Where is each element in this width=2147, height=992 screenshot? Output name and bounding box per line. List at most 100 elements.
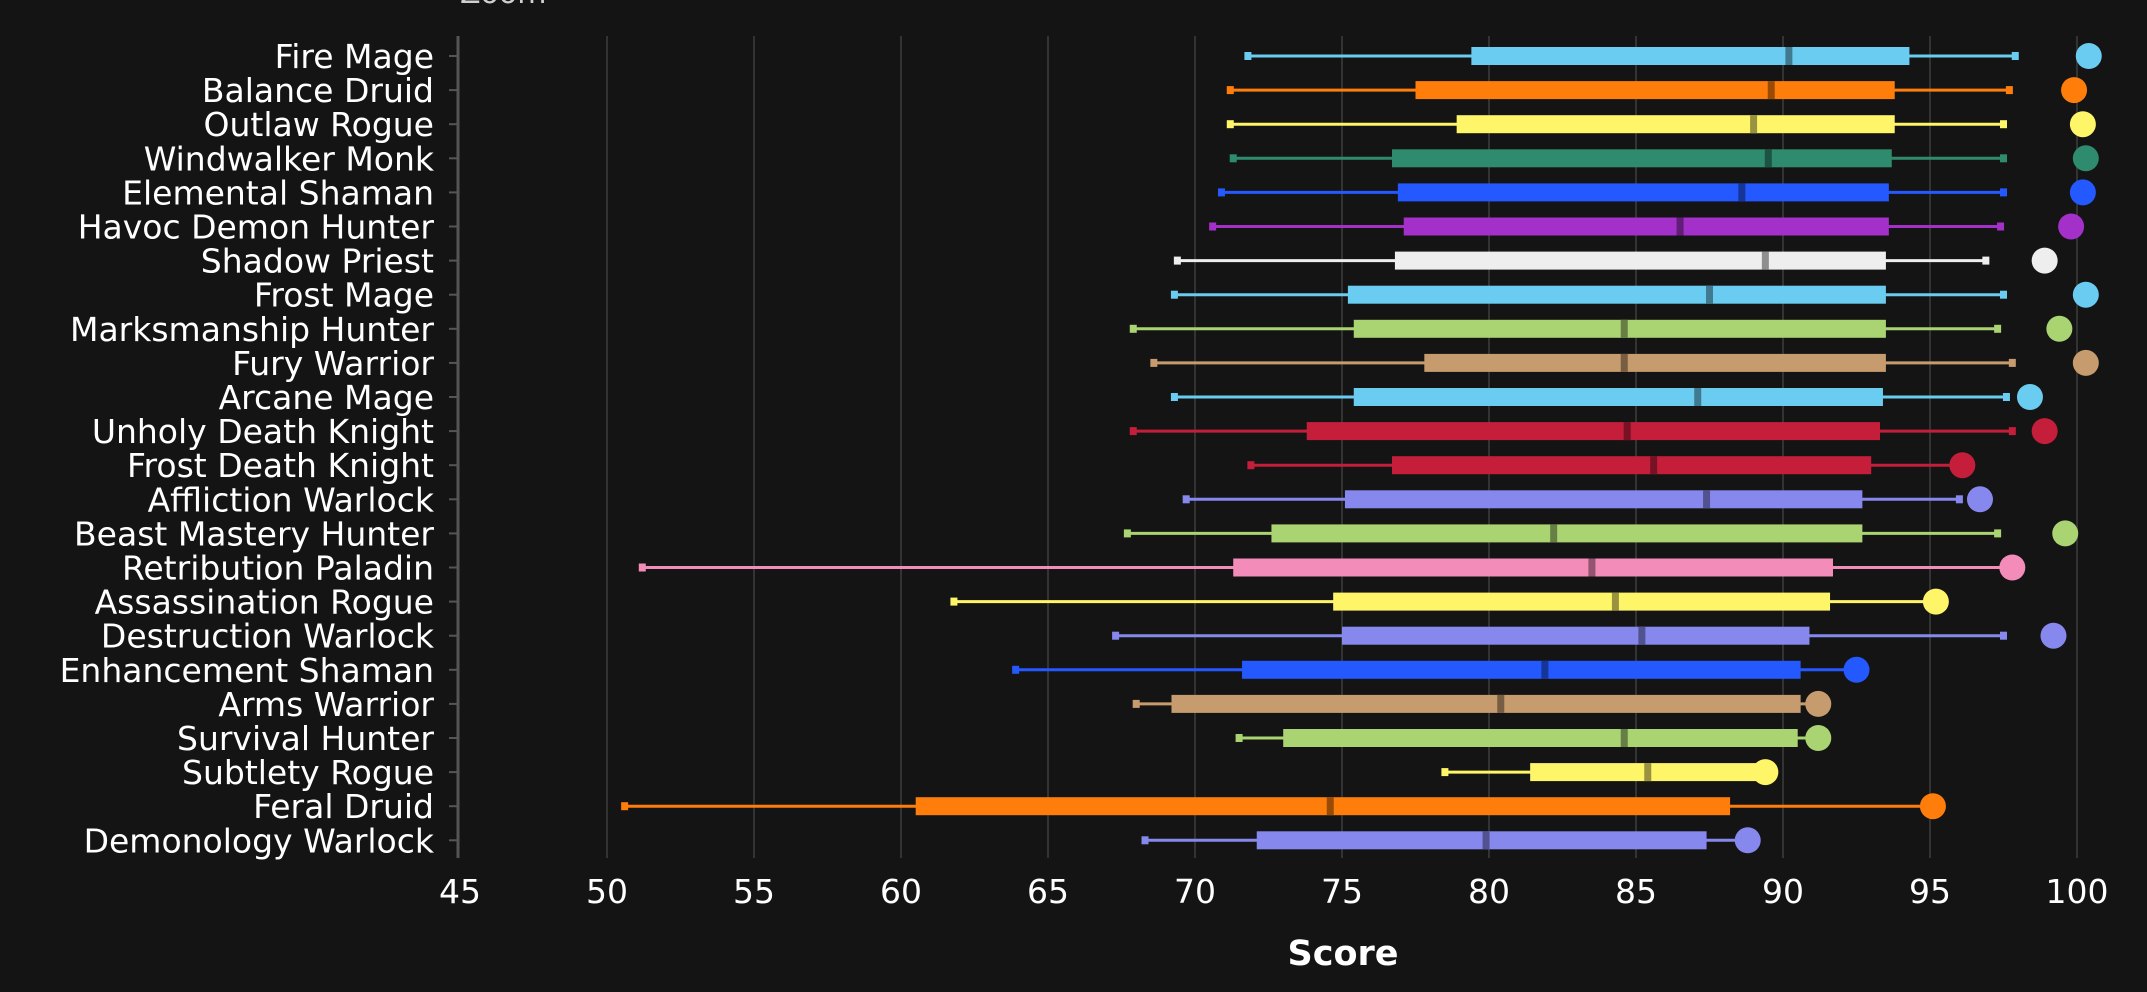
whisker-cap-max (2000, 188, 2007, 197)
iqr-box (1394, 251, 1886, 270)
top-score-dot (1919, 793, 1946, 820)
whisker-cap-min (1226, 86, 1234, 95)
whisker-cap-max (1955, 495, 1963, 504)
whisker-cap-max (2000, 290, 2007, 299)
iqr-box (1344, 490, 1863, 509)
x-tick-label: 50 (586, 872, 628, 911)
whisker-cap-min (638, 563, 646, 572)
top-score-dot (2040, 622, 2067, 649)
x-tick-label: 90 (1762, 872, 1804, 911)
median-marker (1750, 115, 1758, 134)
x-tick-label: 55 (733, 872, 775, 911)
whisker-cap-min (1123, 529, 1131, 538)
whisker-cap-min (621, 802, 629, 811)
top-score-dot (2058, 213, 2085, 240)
x-tick-label: 75 (1321, 872, 1363, 911)
iqr-box (1471, 47, 1910, 65)
whisker-cap-min (1247, 461, 1255, 470)
median-marker (1482, 831, 1490, 850)
median-marker (1620, 729, 1628, 747)
iqr-box (1415, 81, 1895, 100)
median-marker (1550, 524, 1558, 543)
whisker-cap-max (1994, 529, 2002, 538)
median-marker (1620, 353, 1628, 372)
top-score-dot (1966, 486, 1993, 513)
iqr-box (1271, 524, 1863, 543)
whisker-cap-max (2011, 52, 2019, 60)
top-score-dot (1949, 452, 1976, 479)
whisker-cap-min (1012, 665, 1020, 674)
category-label: Elemental Shaman (122, 173, 434, 212)
median-marker (1497, 694, 1505, 713)
iqr-box (1456, 115, 1895, 134)
category-label: Fire Mage (275, 37, 434, 76)
whisker-cap-min (1129, 427, 1137, 436)
iqr-box (1242, 660, 1801, 679)
iqr-box (1403, 217, 1889, 236)
whisker-cap-max (2008, 358, 2016, 367)
x-tick-label: 60 (880, 872, 922, 911)
median-marker (1761, 251, 1769, 270)
category-label: Affliction Warlock (148, 480, 435, 519)
median-marker (1694, 388, 1702, 406)
top-score-dot (2016, 384, 2043, 410)
median-marker (1738, 183, 1746, 202)
top-score-dot (1843, 656, 1870, 683)
iqr-box (915, 797, 1731, 816)
category-label: Beast Mastery Hunter (74, 514, 434, 553)
whisker-cap-max (2000, 154, 2007, 163)
x-tick-label: 80 (1468, 872, 1510, 911)
category-label: Frost Death Knight (127, 446, 434, 485)
whisker-cap-max (1982, 256, 1990, 265)
x-axis-title: Score (1288, 934, 1399, 974)
whisker-cap-min (1173, 256, 1181, 265)
iqr-box (1342, 626, 1810, 645)
top-score-dot (2061, 77, 2088, 104)
whisker-cap-min (1170, 290, 1178, 299)
top-score-dot (2072, 281, 2099, 308)
x-tick-label: 70 (1174, 872, 1216, 911)
category-label: Subtlety Rogue (182, 753, 434, 792)
partial-top-text: Zoom (460, 0, 546, 11)
whisker-cap-max (2002, 393, 2010, 401)
category-label: Demonology Warlock (84, 821, 435, 860)
category-label: Unholy Death Knight (92, 412, 434, 451)
category-label: Balance Druid (202, 71, 434, 110)
median-marker (1326, 797, 1334, 816)
category-label: Assassination Rogue (95, 583, 434, 622)
category-label: Havoc Demon Hunter (78, 208, 435, 247)
top-score-dot (1999, 554, 2026, 581)
whisker-cap-min (950, 597, 958, 606)
category-label: Feral Druid (253, 787, 434, 826)
top-score-dot (2075, 43, 2102, 69)
category-label: Outlaw Rogue (203, 105, 434, 144)
top-score-dot (1805, 725, 1832, 751)
category-label: Fury Warrior (232, 344, 434, 383)
whisker-cap-max (2000, 631, 2007, 640)
whisker-cap-min (1170, 393, 1178, 401)
median-marker (1541, 660, 1549, 679)
top-score-dot (1734, 827, 1761, 854)
iqr-box (1283, 729, 1798, 747)
whisker-cap-max (1994, 324, 2002, 333)
category-label: Arcane Mage (219, 378, 434, 417)
whisker-cap-min (1209, 222, 1217, 231)
median-marker (1638, 626, 1646, 645)
top-score-dot (2069, 111, 2096, 138)
whisker-cap-min (1217, 188, 1225, 197)
whisker-cap-max (2000, 120, 2007, 129)
median-marker (1676, 217, 1684, 236)
whisker-cap-min (1129, 324, 1137, 333)
iqr-box (1171, 694, 1801, 713)
whisker-cap-min (1112, 631, 1120, 640)
category-label: Survival Hunter (177, 719, 434, 758)
iqr-box (1424, 353, 1886, 372)
whisker-cap-min (1141, 836, 1149, 845)
iqr-box (1353, 388, 1883, 406)
iqr-box (1397, 183, 1889, 202)
median-marker (1767, 81, 1775, 100)
median-marker (1620, 319, 1628, 338)
whisker-cap-min (1182, 495, 1190, 504)
top-score-dot (2072, 145, 2099, 172)
top-score-dot (2052, 520, 2079, 547)
